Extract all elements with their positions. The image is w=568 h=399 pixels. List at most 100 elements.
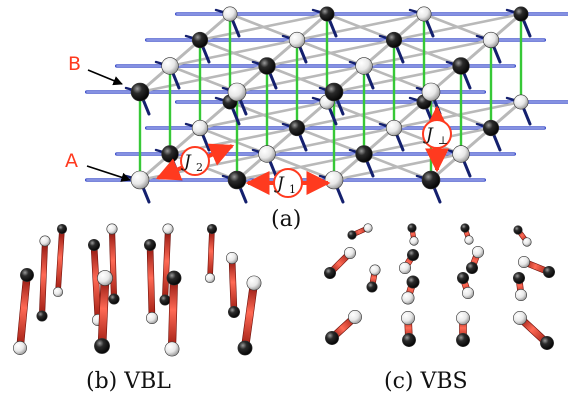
caption-b: (b) VBL xyxy=(86,369,171,394)
dimer-spin xyxy=(366,281,378,293)
spin-site xyxy=(227,170,247,190)
sublattice-label-a: A xyxy=(65,150,78,172)
dimer-spin xyxy=(363,223,373,233)
spin-site xyxy=(513,6,529,22)
dimer-spin xyxy=(398,261,411,274)
jperp-badge xyxy=(422,119,452,149)
spin-site xyxy=(258,145,276,163)
vbl-dimer xyxy=(241,282,258,349)
j2-subscript: 2 xyxy=(196,161,203,174)
j1-subscript: 1 xyxy=(289,183,296,196)
dimer-spin xyxy=(13,341,27,355)
dimer-spin xyxy=(471,246,484,259)
dimer-spin xyxy=(522,237,532,247)
spin-site xyxy=(355,145,373,163)
bond-rod xyxy=(55,228,65,293)
spin-site xyxy=(385,119,403,137)
bond-rod xyxy=(146,244,156,319)
spin-site xyxy=(288,31,306,49)
dimer-spin xyxy=(39,235,51,247)
vbl-panel: (b) VBL xyxy=(13,223,262,394)
dimer-spin xyxy=(409,236,419,246)
spin-site xyxy=(130,170,150,190)
jperp-symbol: J xyxy=(423,125,434,145)
caption-a: (a) xyxy=(271,207,301,232)
dimer-spin xyxy=(369,264,381,276)
dimer-spin xyxy=(513,225,523,235)
dimer-spin xyxy=(204,272,216,284)
vbl-dimer xyxy=(207,228,215,279)
dimer-spin xyxy=(97,270,113,286)
dimer-spin xyxy=(106,223,118,235)
spin-site xyxy=(355,57,373,75)
bond-rod xyxy=(168,277,178,350)
j2-badge xyxy=(180,146,210,176)
spin-site xyxy=(191,119,209,137)
jperp-subscript: ⊥ xyxy=(438,134,448,147)
spin-site xyxy=(161,57,179,75)
bond-rod xyxy=(162,228,171,301)
dimer-spin xyxy=(407,223,417,233)
dimer-spin xyxy=(401,311,415,325)
spin-site xyxy=(513,94,529,110)
dimer-spin xyxy=(542,265,555,278)
spin-site xyxy=(319,6,335,22)
spin-site xyxy=(482,119,500,137)
dimer-spin xyxy=(228,305,241,318)
dimer-spin xyxy=(237,340,253,356)
dimer-spin xyxy=(464,235,474,245)
spin-site xyxy=(324,82,344,102)
bond-rod xyxy=(16,274,31,349)
dimer-spin xyxy=(36,310,48,322)
sublattice-label-b: B xyxy=(68,53,81,75)
spin-site xyxy=(161,145,179,163)
dimer-spin xyxy=(246,275,262,291)
dimer-spin xyxy=(162,223,174,235)
spin-site xyxy=(227,82,247,102)
a-pointer-arrow xyxy=(86,165,131,182)
vbl-dimer xyxy=(55,228,65,293)
dimer-spin xyxy=(512,271,525,284)
dimer-spin xyxy=(226,252,239,265)
dimer-spin xyxy=(456,311,470,325)
dimer-spin xyxy=(159,294,171,306)
dimer-spin xyxy=(144,239,157,252)
dimer-spin xyxy=(513,311,527,325)
dimer-spin xyxy=(347,230,357,240)
dimer-spin xyxy=(343,247,356,260)
dimer-spin xyxy=(456,333,470,347)
dimer-spin xyxy=(401,291,415,305)
dimer-spin xyxy=(56,223,68,235)
dimer-spin xyxy=(465,261,478,274)
vbl-vertical-dimers xyxy=(13,223,262,357)
vbl-dimer xyxy=(162,228,171,301)
j1-symbol: J xyxy=(274,174,285,194)
vbl-dimer xyxy=(16,274,31,349)
bond-rod xyxy=(97,277,110,347)
spin-site xyxy=(222,6,238,22)
dimer-spin xyxy=(514,288,527,301)
dimer-spin xyxy=(461,286,474,299)
dimer-spin xyxy=(88,239,101,252)
vbl-dimer xyxy=(97,277,110,347)
spin-site xyxy=(421,82,441,102)
spin-site xyxy=(452,145,470,163)
vbs-panel: (c) VBS xyxy=(323,223,555,394)
spin-site xyxy=(385,31,403,49)
dimer-spin xyxy=(164,341,180,357)
dimer-spin xyxy=(348,310,362,324)
spin-site xyxy=(324,170,344,190)
bond-rod xyxy=(109,228,117,300)
dimer-spin xyxy=(20,268,34,282)
vbs-tilted-dimers xyxy=(323,223,555,350)
dimer-spin xyxy=(94,338,110,354)
dimer-spin xyxy=(460,223,470,233)
spin-site xyxy=(130,82,150,102)
vbl-dimer xyxy=(146,244,156,319)
dimer-spin xyxy=(206,223,218,235)
dimer-spin xyxy=(166,270,182,286)
dimer-spin xyxy=(323,266,336,279)
dimer-spin xyxy=(108,293,120,305)
bond-rod xyxy=(207,228,215,279)
